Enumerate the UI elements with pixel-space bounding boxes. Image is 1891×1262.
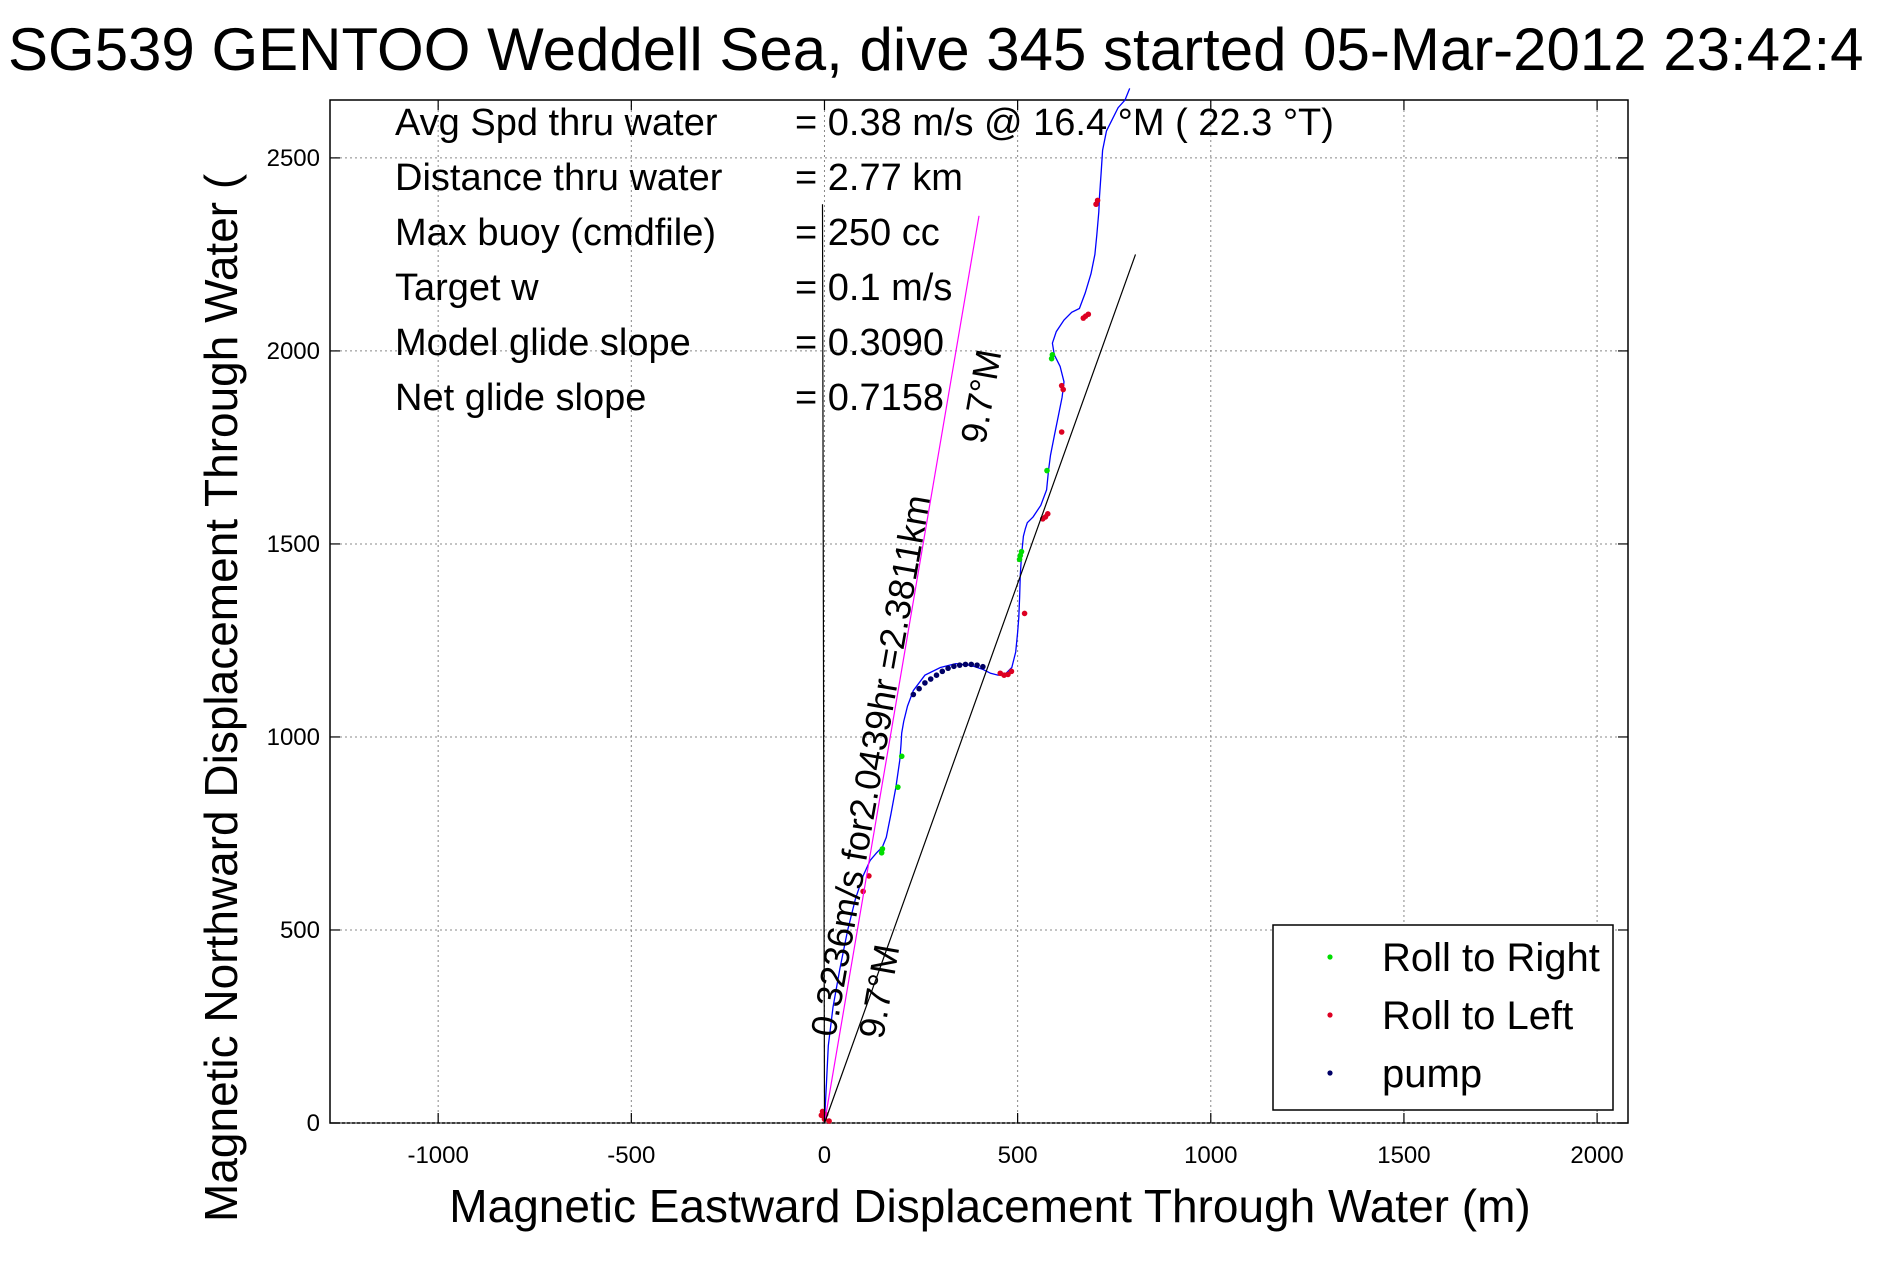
pump-point [939,668,946,675]
roll-to-left-point [1058,429,1065,435]
stat-value: = 250 cc [795,212,940,254]
roll-to-right-point [1018,548,1025,555]
roll-to-right-point [895,784,901,790]
x-tick-label: -1000 [407,1142,468,1169]
stat-label: Target w [395,267,539,309]
pump-point [974,662,980,668]
pump-point [933,672,940,678]
roll-to-left-point [1008,668,1015,675]
y-tick-label: 2000 [267,338,320,365]
roll-to-left-point [1058,382,1065,389]
heading-annotation: 9.7°M [851,941,908,1041]
pump-point [951,663,957,670]
stat-value: = 0.7158 [795,377,944,419]
x-tick-label: 500 [998,1142,1038,1169]
y-tick-label: 1500 [267,531,320,558]
roll-to-right-point [879,846,886,852]
y-tick-label: 0 [307,1110,320,1137]
roll-to-right-point [1044,467,1050,474]
plot-frame [329,99,1629,1124]
legend-label: Roll to Right [1382,936,1600,980]
model-heading-line-line [823,215,980,1124]
roll-to-left-point [1044,511,1051,517]
chart-title: SG539 GENTOO Weddell Sea, dive 345 start… [8,16,1864,83]
pump-point [956,662,963,668]
roll-to-left-point [1094,197,1101,204]
y-tick-label: 1000 [267,724,320,751]
stat-label: Avg Spd thru water [395,102,718,144]
pump-point [922,680,928,686]
legend-label: Roll to Left [1382,994,1573,1038]
pump-point [910,691,917,698]
x-tick-label: 0 [818,1142,831,1169]
stats-block: Avg Spd thru water = 0.38 m/s @ 16.4 °M (… [395,102,1334,419]
pump-point [968,661,975,668]
roll-to-left-point [1021,610,1028,617]
roll-to-left-point [826,1118,832,1124]
y-tick-label: 500 [280,917,320,944]
legend-marker [1327,1070,1333,1076]
roll-to-left-point [866,873,872,879]
pump-point [945,665,951,672]
x-axis-label: Magnetic Eastward Displacement Through W… [449,1180,1530,1232]
stat-label: Model glide slope [395,322,691,364]
legend: Roll to Right Roll to Left pump [1272,924,1614,1111]
x-tick-label: 1000 [1184,1142,1237,1169]
x-tick-label: 1500 [1377,1142,1430,1169]
stat-value: = 0.1 m/s [795,267,952,309]
pump-point [962,661,969,668]
stat-value: = 0.38 m/s @ 16.4 °M ( 22.3 °T) [795,102,1334,144]
y-axis-label: Magnetic Northward Displacement Through … [195,173,247,1222]
pump-point [980,663,986,670]
roll-to-left-point [1085,311,1092,318]
x-tick-label: -500 [607,1142,655,1169]
stat-label: Net glide slope [395,377,646,419]
x-tick-label: 2000 [1570,1142,1623,1169]
legend-marker [1327,1012,1333,1018]
roll-to-right-point [1049,351,1056,358]
vertical-reference-line [821,204,826,1124]
y-tick-label: 2500 [267,145,320,172]
net-heading-line-line [823,254,1137,1124]
heading-annotation: 9.7°M [953,346,1010,446]
pump-point [927,676,934,682]
grid-lines [329,99,1629,1124]
stat-label: Distance thru water [395,157,723,199]
stat-label: Max buoy (cmdfile) [395,212,716,254]
legend-marker [1327,954,1333,960]
plot-area [818,88,1137,1124]
legend-label: pump [1382,1052,1482,1096]
stat-value: = 2.77 km [795,157,963,199]
pump-point [916,685,922,692]
roll-to-right-point [898,753,905,760]
stat-value: = 0.3090 [795,322,944,364]
axis-ticks: -1000 -500 0 500 1000 1500 2000 0 500 1000 1500 200… [267,100,1628,1169]
